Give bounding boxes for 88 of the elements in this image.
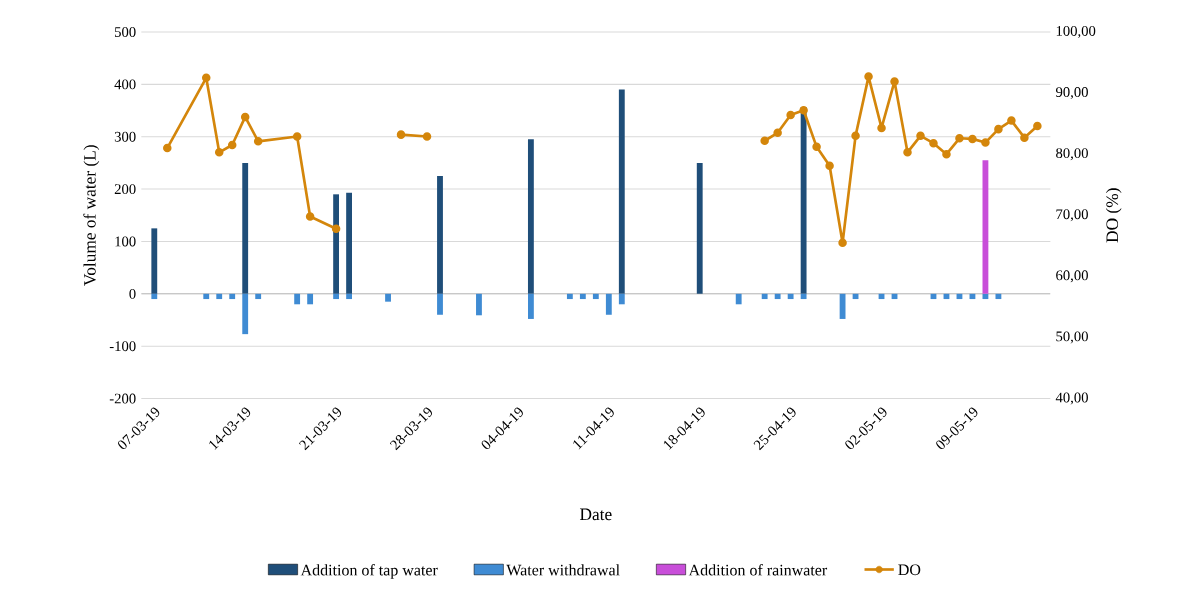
bar — [618, 293, 625, 305]
point — [994, 124, 1003, 134]
point — [396, 130, 406, 139]
y-tick-label: -100 — [109, 341, 136, 352]
y-tick-label: 300 — [114, 131, 136, 142]
y2-tick-label: 90,00 — [1056, 87, 1088, 100]
bar — [605, 293, 612, 315]
point — [240, 112, 250, 122]
point — [903, 147, 912, 157]
bar — [216, 293, 223, 299]
bar — [437, 293, 443, 315]
bar — [566, 293, 573, 299]
bar — [333, 293, 340, 299]
point — [305, 212, 315, 221]
point — [227, 140, 237, 150]
bar — [592, 293, 599, 299]
bar — [242, 293, 249, 335]
point — [163, 143, 172, 153]
bar — [774, 293, 781, 299]
point — [890, 77, 899, 86]
y2-tick-label: 80,00 — [1056, 148, 1088, 161]
point — [916, 131, 925, 141]
y2-tick-label: 100,00 — [1056, 25, 1096, 38]
legend-label: Addition of tap water — [300, 564, 438, 579]
y2-tick-label: 40,00 — [1055, 392, 1088, 405]
point — [838, 238, 847, 247]
bar — [800, 293, 807, 299]
y-axis-title: Volume of water (L) — [83, 145, 100, 286]
bar — [203, 293, 210, 299]
bar — [255, 293, 262, 299]
point — [760, 136, 769, 145]
point — [851, 131, 860, 141]
bar — [787, 293, 794, 299]
legend-label: Water withdrawal — [506, 564, 620, 576]
y2-axis-title: DO (%) — [1105, 188, 1122, 243]
bar — [346, 293, 353, 299]
point — [201, 73, 211, 82]
y2-tick-label: 60,00 — [1056, 270, 1088, 283]
point — [825, 161, 834, 170]
legend-label: DO — [898, 564, 921, 576]
point — [422, 132, 432, 141]
bar — [696, 162, 703, 294]
point — [253, 136, 263, 146]
bar — [735, 293, 742, 305]
point — [773, 128, 782, 137]
bar — [527, 293, 534, 319]
bar — [385, 293, 391, 302]
bar — [346, 192, 353, 294]
bar — [476, 293, 482, 316]
bar — [242, 162, 249, 294]
bar — [618, 89, 625, 294]
point — [864, 72, 873, 81]
y2-tick-label: 50,00 — [1056, 331, 1088, 344]
bar — [995, 293, 1002, 299]
y-tick-label: 500 — [115, 26, 136, 37]
point — [929, 138, 938, 148]
point — [955, 133, 964, 143]
bar — [437, 175, 443, 294]
y-tick-label: -200 — [109, 393, 136, 404]
bar — [333, 194, 340, 294]
point — [1020, 133, 1029, 142]
point — [214, 147, 224, 157]
point — [331, 224, 341, 233]
y-tick-label: 100 — [115, 236, 136, 247]
y-tick-label: 400 — [114, 79, 136, 90]
y2-tick-label: 70,00 — [1056, 209, 1088, 222]
bar — [761, 293, 768, 299]
bar — [151, 228, 158, 294]
point — [942, 149, 951, 159]
y-tick-label: 0 — [129, 288, 136, 299]
point — [786, 110, 795, 120]
legend-label: Addition of rainwater — [688, 564, 828, 576]
point — [1033, 121, 1042, 131]
point — [292, 132, 302, 141]
y-tick-label: 200 — [114, 184, 136, 194]
bar — [294, 293, 301, 305]
bar — [151, 293, 158, 299]
bar — [307, 293, 314, 305]
bar — [527, 139, 534, 294]
point — [812, 142, 821, 152]
bar — [229, 293, 236, 299]
bar — [579, 293, 586, 299]
point — [981, 138, 990, 147]
point — [877, 123, 886, 133]
point — [968, 134, 977, 144]
point — [799, 105, 808, 115]
point — [1007, 116, 1016, 125]
x-axis-title: Date — [579, 508, 612, 521]
